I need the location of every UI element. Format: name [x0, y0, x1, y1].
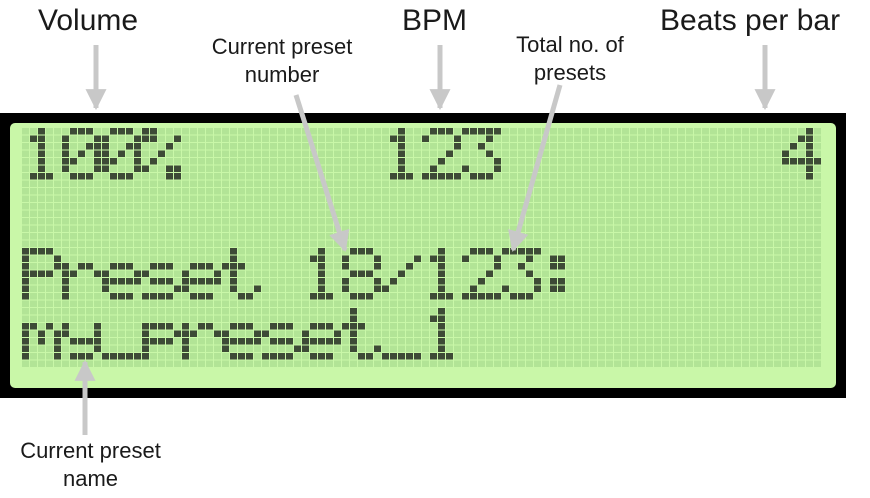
lcd-cell: [302, 248, 341, 307]
lcd-cell: [222, 248, 261, 307]
lcd-cell: [542, 128, 581, 187]
lcd-cell: [502, 248, 541, 307]
lcd-cell: [702, 128, 741, 187]
lcd-cell: [342, 188, 381, 247]
lcd-cell: [462, 128, 501, 187]
lcd-cell: [342, 248, 381, 307]
beats-per-bar-label: Beats per bar: [660, 4, 841, 37]
lcd-cell: [222, 128, 261, 187]
lcd-cell: [22, 308, 61, 367]
lcd-cell: [622, 248, 661, 307]
lcd-cell: [782, 188, 821, 247]
lcd-cell: [62, 248, 101, 307]
lcd-cell: [102, 308, 141, 367]
lcd-cell: [662, 248, 701, 307]
lcd-cell: [382, 248, 421, 307]
lcd-cell: [542, 248, 581, 307]
lcd-cell: [142, 188, 181, 247]
lcd-cell: [622, 128, 661, 187]
lcd-cell: [502, 308, 541, 367]
lcd-cell: [62, 188, 101, 247]
lcd-cell: [382, 188, 421, 247]
lcd-cell: [62, 128, 101, 187]
lcd-cell: [222, 188, 261, 247]
lcd-cell: [342, 308, 381, 367]
lcd-cell: [22, 248, 61, 307]
lcd-cell: [182, 248, 221, 307]
lcd-cell: [662, 128, 701, 187]
current-preset-number-line-2: number: [244, 62, 320, 87]
lcd-cell: [662, 188, 701, 247]
lcd-cell: [782, 128, 821, 187]
lcd-cell: [142, 128, 181, 187]
lcd-cell: [422, 248, 461, 307]
lcd-cell: [502, 128, 541, 187]
lcd-cell: [622, 188, 661, 247]
lcd-cell: [302, 308, 341, 367]
lcd-cell: [182, 188, 221, 247]
lcd-cell: [62, 308, 101, 367]
total-presets-line-1: Total no. of: [516, 32, 624, 57]
lcd-cell: [742, 308, 781, 367]
total-presets-label: Total no. of presets: [505, 31, 635, 87]
lcd-cell: [22, 188, 61, 247]
lcd-cell: [462, 308, 501, 367]
total-presets-arrow: [508, 84, 563, 253]
lcd-cell: [182, 128, 221, 187]
lcd-cell: [582, 248, 621, 307]
bpm-label: BPM: [402, 4, 468, 37]
current-preset-name-line-2: name: [62, 466, 119, 491]
lcd-screen: [10, 123, 836, 388]
lcd-cell: [702, 308, 741, 367]
lcd-cell: [462, 188, 501, 247]
current-preset-number-line-1: Current preset: [211, 34, 353, 59]
lcd-cell: [142, 248, 181, 307]
lcd-cell: [382, 308, 421, 367]
lcd-cell: [262, 188, 301, 247]
current-preset-number-label: Current preset number: [202, 33, 362, 89]
lcd-cell: [422, 188, 461, 247]
lcd-cell: [262, 308, 301, 367]
lcd-cell: [622, 308, 661, 367]
lcd-cell: [782, 308, 821, 367]
lcd-cell: [102, 128, 141, 187]
lcd-cell: [542, 308, 581, 367]
lcd-cell: [102, 188, 141, 247]
lcd-cell: [142, 308, 181, 367]
lcd-character-grid: [22, 128, 821, 367]
lcd-cell: [702, 248, 741, 307]
lcd-cell: [582, 188, 621, 247]
current-preset-name-label: Current preset name: [8, 437, 173, 493]
lcd-cell: [462, 248, 501, 307]
lcd-cell: [262, 128, 301, 187]
lcd-cell: [782, 248, 821, 307]
lcd-cell: [22, 128, 61, 187]
lcd-cell: [702, 188, 741, 247]
lcd-cell: [742, 128, 781, 187]
lcd-cell: [222, 308, 261, 367]
lcd-display: [0, 113, 846, 398]
lcd-cell: [582, 308, 621, 367]
lcd-cell: [422, 128, 461, 187]
preset-number-arrow: [293, 94, 350, 253]
lcd-cell: [342, 128, 381, 187]
lcd-cell: [182, 308, 221, 367]
lcd-cell: [382, 128, 421, 187]
total-presets-line-2: presets: [533, 60, 607, 85]
lcd-cell: [262, 248, 301, 307]
lcd-cell: [742, 188, 781, 247]
lcd-cell: [302, 128, 341, 187]
current-preset-name-line-1: Current preset: [20, 438, 161, 463]
lcd-cell: [582, 128, 621, 187]
lcd-cell: [102, 248, 141, 307]
lcd-cell: [662, 308, 701, 367]
volume-label: Volume: [38, 4, 139, 37]
lcd-cell: [542, 188, 581, 247]
lcd-cell: [422, 308, 461, 367]
lcd-cell: [742, 248, 781, 307]
